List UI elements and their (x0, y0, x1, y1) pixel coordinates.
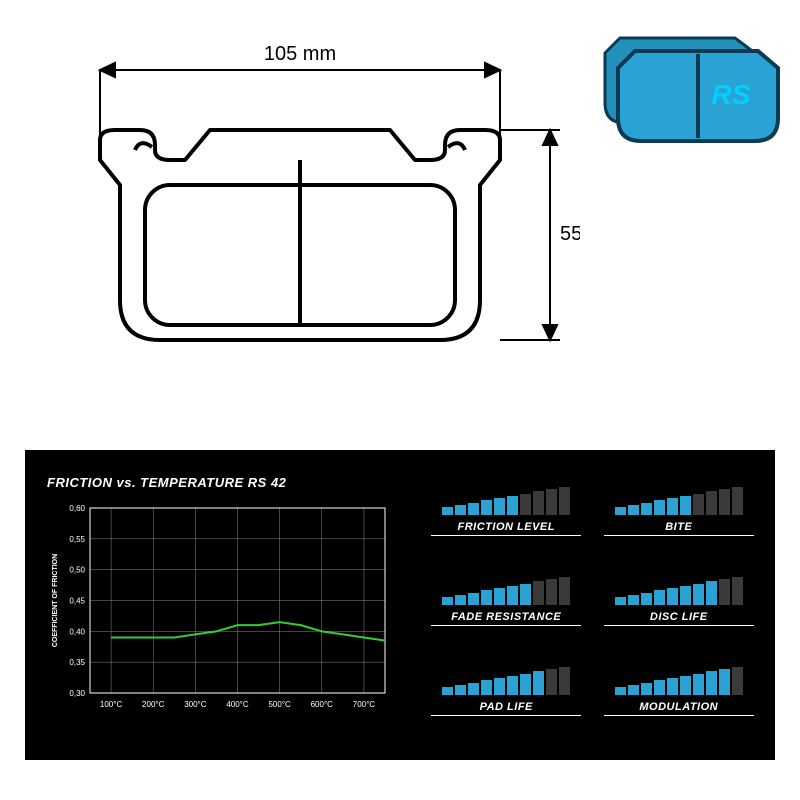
height-dim-label: 55 mm (560, 223, 580, 245)
rating-label: PAD LIFE (480, 701, 533, 713)
friction-chart-section: FRICTION vs. TEMPERATURE RS 42 0,300,350… (45, 465, 405, 745)
svg-text:300°C: 300°C (184, 700, 207, 709)
rating-bars (615, 485, 743, 515)
rating-label: MODULATION (639, 701, 718, 713)
svg-text:0,60: 0,60 (69, 504, 85, 513)
svg-text:400°C: 400°C (226, 700, 249, 709)
friction-chart: 0,30 0,35 0,40 0,45 0,50 0,55 0,60 100°C 200°C 30… (45, 498, 395, 728)
rating-bars (615, 575, 743, 605)
rating-friction-level: FRICTION LEVEL (430, 485, 583, 565)
svg-text:0,30: 0,30 (69, 689, 85, 698)
svg-text:100°C: 100°C (100, 700, 123, 709)
rating-bars (442, 485, 570, 515)
width-dim-label: 105 mm (264, 43, 336, 65)
technical-drawing-section: 105 mm 55 mm (0, 0, 800, 430)
svg-text:COEFFICIENT OF FRICTION: COEFFICIENT OF FRICTION (52, 554, 59, 647)
ratings-grid: FRICTION LEVEL BITE FADE RESISTANCE DISC LI… (405, 465, 755, 745)
svg-text:500°C: 500°C (268, 700, 291, 709)
svg-text:0,40: 0,40 (69, 627, 85, 636)
rating-label: FRICTION LEVEL (458, 521, 555, 533)
rating-pad-life: PAD LIFE (430, 665, 583, 745)
rating-modulation: MODULATION (603, 665, 756, 745)
rating-bars (615, 665, 743, 695)
product-photo-svg: RS (585, 20, 785, 150)
rs-logo-text: RS (712, 79, 751, 110)
rating-bite: BITE (603, 485, 756, 565)
rating-fade-resistance: FADE RESISTANCE (430, 575, 583, 655)
svg-text:200°C: 200°C (142, 700, 165, 709)
rating-label: FADE RESISTANCE (451, 611, 561, 623)
svg-text:0,50: 0,50 (69, 566, 85, 575)
performance-panel: FRICTION vs. TEMPERATURE RS 42 0,300,350… (25, 450, 775, 760)
rating-label: DISC LIFE (650, 611, 708, 623)
dimension-drawing-svg: 105 mm 55 mm (40, 30, 580, 390)
svg-text:0,55: 0,55 (69, 535, 85, 544)
svg-text:700°C: 700°C (353, 700, 376, 709)
product-photo: RS (585, 20, 785, 150)
svg-text:600°C: 600°C (311, 700, 334, 709)
chart-title: FRICTION vs. TEMPERATURE RS 42 (47, 475, 405, 490)
svg-text:0,45: 0,45 (69, 597, 85, 606)
svg-text:0,35: 0,35 (69, 658, 85, 667)
rating-bars (442, 665, 570, 695)
rating-label: BITE (665, 521, 692, 533)
brake-pad-drawing: 105 mm 55 mm (40, 30, 580, 390)
rating-disc-life: DISC LIFE (603, 575, 756, 655)
rating-bars (442, 575, 570, 605)
